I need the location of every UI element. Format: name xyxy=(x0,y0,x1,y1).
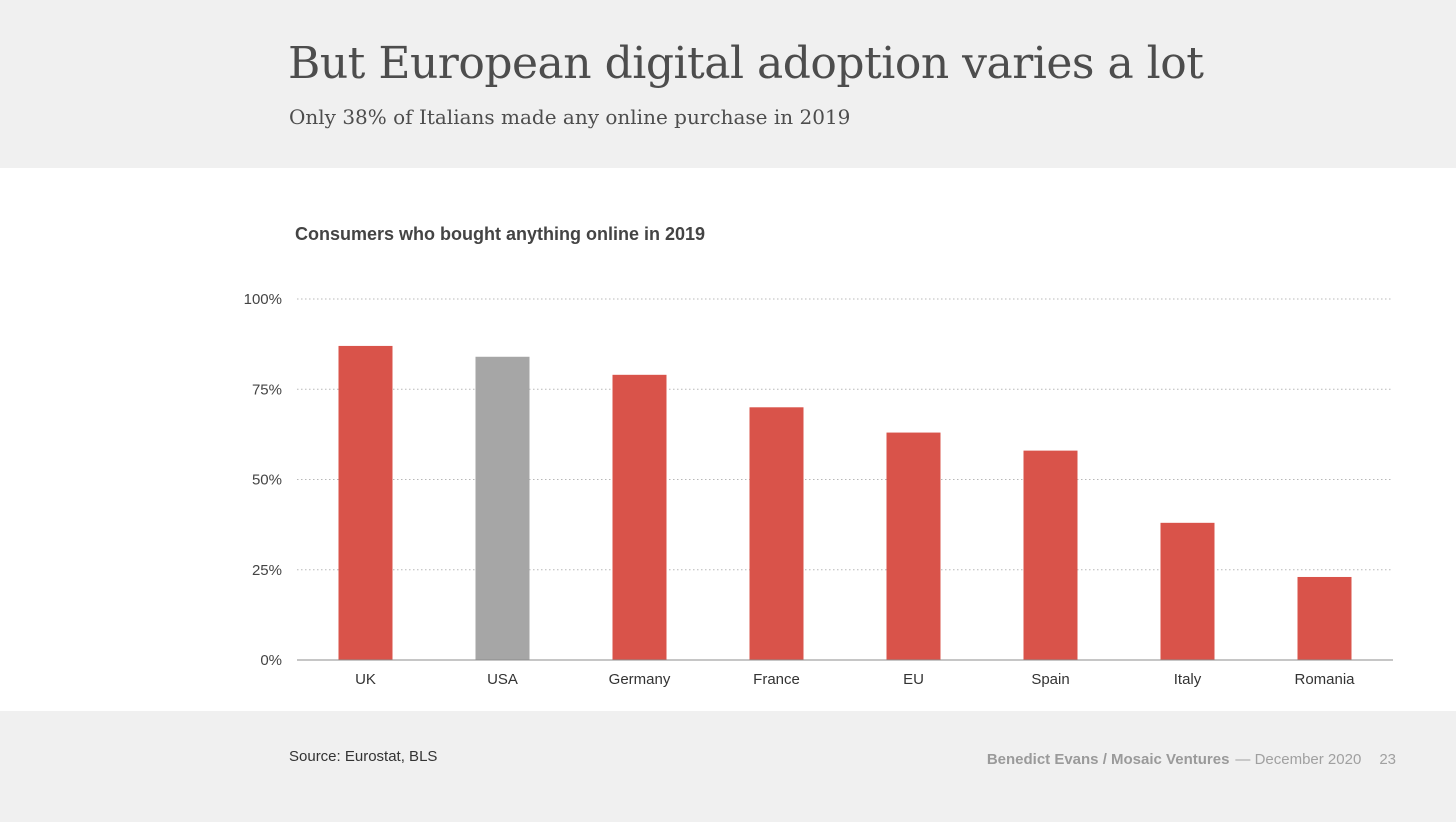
bar-france xyxy=(749,407,804,660)
page-number: 23 xyxy=(1379,751,1396,768)
bar-italy xyxy=(1160,522,1215,660)
bar-eu xyxy=(886,432,941,660)
x-tick-label: EU xyxy=(903,671,924,688)
y-tick-label: 100% xyxy=(244,291,282,308)
source-note: Source: Eurostat, BLS xyxy=(289,748,438,765)
x-tick-label: USA xyxy=(487,671,518,688)
author-name: Benedict Evans / Mosaic Ventures xyxy=(986,751,1230,768)
slide-subtitle: Only 38% of Italians made any online pur… xyxy=(289,105,851,129)
chart-title: Consumers who bought anything online in … xyxy=(295,224,706,244)
bar-romania xyxy=(1297,576,1352,660)
bar-germany xyxy=(612,374,667,660)
bar-usa xyxy=(475,356,530,660)
x-tick-label: Germany xyxy=(609,671,671,688)
slide-header: But European digital adoption varies a l… xyxy=(0,0,1456,168)
y-tick-label: 25% xyxy=(252,562,282,579)
x-tick-label: Italy xyxy=(1174,671,1202,688)
y-tick-label: 75% xyxy=(252,381,282,398)
footer-date: — December 2020 xyxy=(1235,751,1362,768)
footer-credit: Benedict Evans / Mosaic Ventures — Decemb… xyxy=(987,751,1396,768)
x-tick-label: UK xyxy=(355,671,376,688)
y-tick-label: 0% xyxy=(260,652,282,669)
x-tick-label: Romania xyxy=(1294,671,1355,688)
x-tick-label: Spain xyxy=(1031,671,1069,688)
bar-uk xyxy=(338,345,393,660)
bar-spain xyxy=(1023,450,1078,660)
y-tick-label: 50% xyxy=(252,472,282,489)
x-tick-label: France xyxy=(753,671,800,688)
slide-title: But European digital adoption varies a l… xyxy=(288,38,1204,89)
